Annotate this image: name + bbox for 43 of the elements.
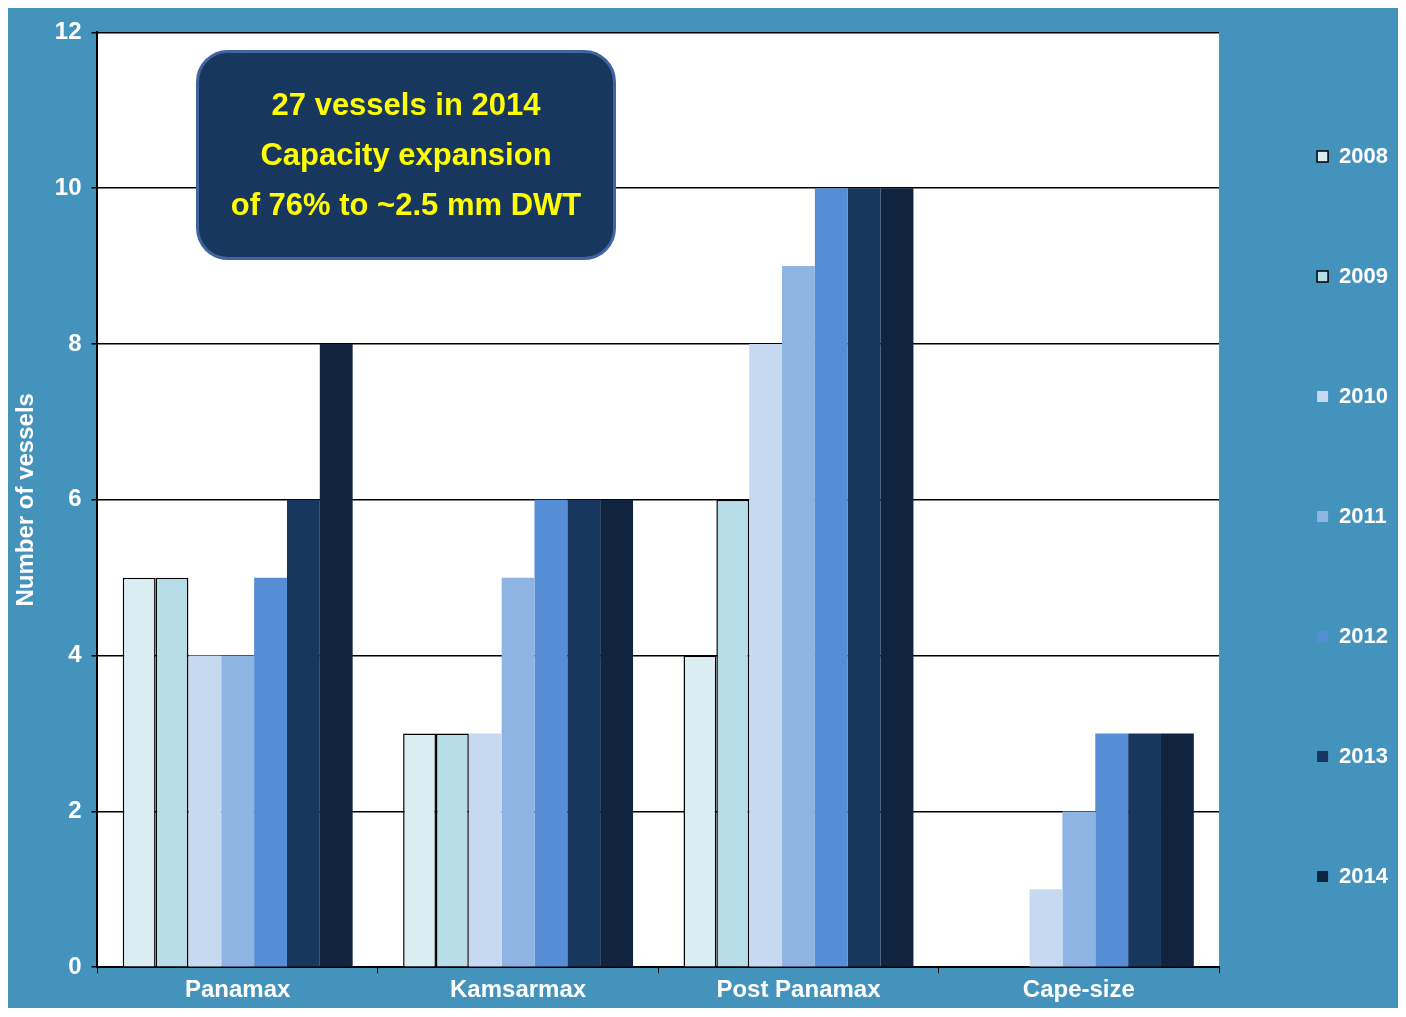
y-axis-title: Number of vessels	[11, 393, 39, 607]
bar	[468, 733, 502, 967]
bar	[1128, 733, 1161, 967]
bar	[880, 188, 914, 967]
bar	[1029, 889, 1063, 967]
bar	[221, 655, 255, 967]
legend-label: 2008	[1339, 142, 1389, 168]
legend-label: 2013	[1339, 742, 1389, 768]
x-tick-label: Panamax	[184, 975, 292, 1003]
bar	[254, 577, 287, 967]
y-tick-label: 6	[68, 484, 82, 512]
y-tick-label: 2	[68, 796, 82, 824]
bar	[600, 499, 634, 967]
y-tick-label: 8	[68, 328, 82, 356]
bar	[782, 266, 815, 967]
bar	[1095, 733, 1129, 967]
bar	[1160, 733, 1194, 967]
x-tick-label: Cape-size	[1022, 975, 1135, 1003]
legend-label: 2012	[1339, 622, 1389, 648]
legend-label: 2014	[1339, 862, 1389, 888]
x-tick-label: Post Panamax	[716, 975, 882, 1003]
annotation: of 76% to ~2.5 mm DWT	[229, 187, 583, 223]
y-tick-label: 0	[68, 951, 82, 979]
bar	[814, 188, 848, 967]
x-tick-label: Kamsarmax	[450, 975, 587, 1003]
legend-label: 2011	[1339, 502, 1387, 528]
bar	[501, 577, 535, 967]
annotation: 27 vessels in 2014	[270, 87, 542, 123]
bar	[286, 499, 320, 967]
y-tick-label: 10	[54, 172, 82, 200]
bar	[534, 499, 568, 967]
legend-label: 2010	[1339, 382, 1389, 408]
bar	[847, 188, 881, 967]
legend-label: 2009	[1339, 262, 1389, 288]
annotation: Capacity expansion	[259, 137, 553, 173]
callout-box: 27 vessels in 2014 Capacity expansion of 76% to ~2.5 mm DWT	[196, 50, 616, 260]
bar	[749, 344, 783, 967]
bar	[319, 344, 353, 967]
bar	[1062, 811, 1096, 967]
bar	[188, 655, 222, 967]
y-tick-label: 12	[54, 17, 82, 45]
y-tick-label: 4	[68, 640, 83, 668]
bar	[567, 499, 601, 967]
